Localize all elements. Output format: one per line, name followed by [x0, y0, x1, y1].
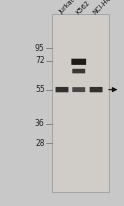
FancyBboxPatch shape — [71, 59, 86, 65]
Bar — [52, 14, 109, 192]
Text: 72: 72 — [35, 56, 45, 65]
Text: 55: 55 — [35, 85, 45, 94]
Text: NCI-H460: NCI-H460 — [92, 0, 118, 15]
FancyBboxPatch shape — [56, 87, 68, 92]
Text: 95: 95 — [35, 44, 45, 53]
FancyBboxPatch shape — [72, 87, 85, 92]
FancyBboxPatch shape — [90, 87, 103, 92]
FancyBboxPatch shape — [72, 69, 85, 73]
Text: Jurkat: Jurkat — [58, 0, 76, 15]
Text: 28: 28 — [35, 139, 45, 148]
Text: K562: K562 — [75, 0, 91, 15]
Text: 36: 36 — [35, 119, 45, 128]
